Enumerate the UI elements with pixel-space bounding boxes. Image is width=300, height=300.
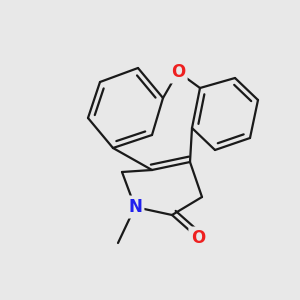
Text: O: O	[171, 63, 185, 81]
Text: O: O	[191, 229, 205, 247]
Text: N: N	[128, 198, 142, 216]
